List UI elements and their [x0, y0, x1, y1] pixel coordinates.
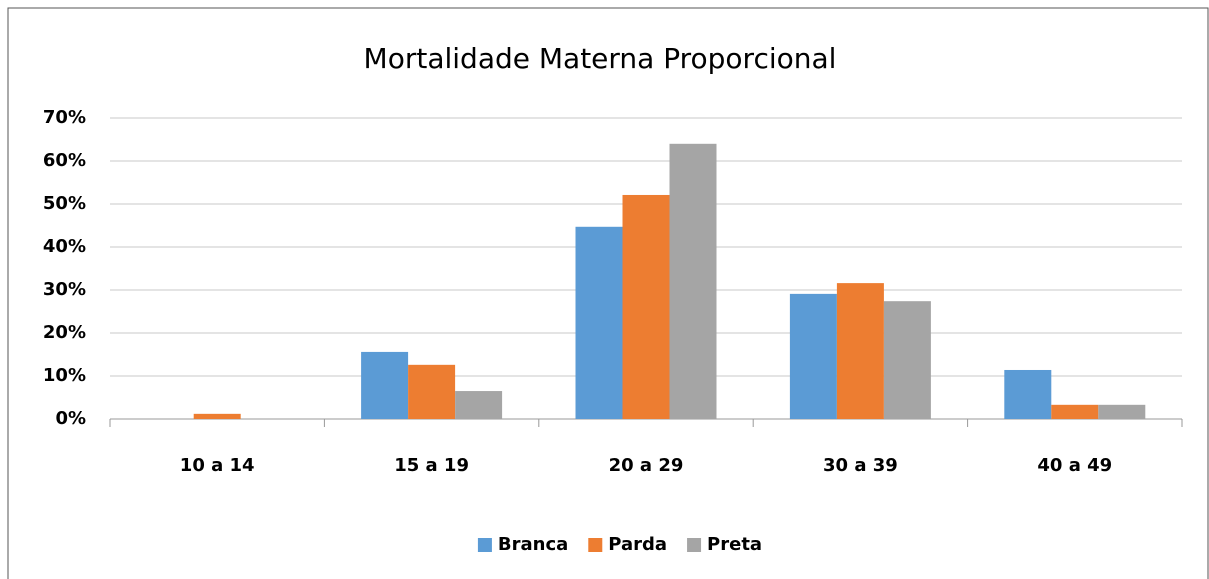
y-tick-label: 10% — [43, 365, 86, 386]
x-tick-label: 20 a 29 — [609, 455, 684, 476]
bar — [1098, 404, 1146, 419]
y-tick-label: 0% — [55, 408, 86, 429]
bar — [408, 364, 456, 419]
bar — [789, 293, 837, 419]
x-tick-label: 40 a 49 — [1037, 455, 1112, 476]
bar — [455, 391, 503, 419]
y-tick-label: 50% — [43, 193, 86, 214]
y-tick-label: 70% — [43, 107, 86, 128]
legend-swatch — [588, 538, 603, 552]
y-tick-label: 30% — [43, 279, 86, 300]
y-tick-label: 60% — [43, 150, 86, 171]
legend-label: Preta — [707, 534, 762, 555]
bar — [883, 301, 931, 419]
legend-swatch — [477, 538, 492, 552]
bar — [575, 226, 623, 419]
bar — [622, 194, 670, 419]
bar — [836, 283, 884, 419]
legend-swatch — [687, 538, 702, 552]
legend-label: Branca — [498, 534, 568, 555]
bar — [1004, 369, 1052, 419]
bar — [669, 143, 717, 420]
legend-label: Parda — [608, 534, 667, 555]
x-tick-label: 30 a 39 — [823, 455, 898, 476]
chart-title: Mortalidade Materna Proporcional — [364, 42, 837, 75]
bar — [1051, 404, 1099, 419]
x-tick-label: 15 a 19 — [394, 455, 469, 476]
y-tick-label: 40% — [43, 236, 86, 257]
bar — [193, 413, 241, 419]
y-tick-label: 20% — [43, 322, 86, 343]
bar — [361, 351, 409, 419]
x-tick-label: 10 a 14 — [180, 455, 255, 476]
